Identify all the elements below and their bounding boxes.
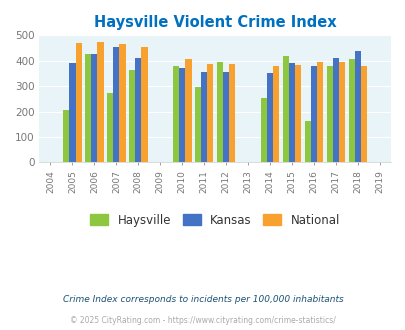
Bar	[354, 50, 360, 162]
Bar	[113, 47, 119, 162]
Bar	[119, 44, 125, 162]
Bar	[332, 58, 338, 162]
Bar	[129, 70, 135, 162]
Bar	[216, 62, 223, 162]
Bar	[294, 65, 301, 162]
Bar	[223, 73, 229, 162]
Title: Haysville Violent Crime Index: Haysville Violent Crime Index	[94, 15, 336, 30]
Bar	[85, 54, 91, 162]
Bar	[282, 56, 288, 162]
Bar	[107, 92, 113, 162]
Bar	[360, 66, 367, 162]
Bar	[141, 47, 147, 162]
Legend: Haysville, Kansas, National: Haysville, Kansas, National	[85, 209, 344, 231]
Bar	[273, 66, 279, 162]
Text: © 2025 CityRating.com - https://www.cityrating.com/crime-statistics/: © 2025 CityRating.com - https://www.city…	[70, 316, 335, 325]
Bar	[229, 64, 235, 162]
Bar	[316, 62, 322, 162]
Bar	[304, 121, 310, 162]
Text: Crime Index corresponds to incidents per 100,000 inhabitants: Crime Index corresponds to incidents per…	[62, 295, 343, 304]
Bar	[135, 58, 141, 162]
Bar	[63, 110, 69, 162]
Bar	[310, 66, 316, 162]
Bar	[97, 42, 103, 162]
Bar	[338, 62, 345, 162]
Bar	[326, 66, 332, 162]
Bar	[201, 73, 207, 162]
Bar	[207, 64, 213, 162]
Bar	[194, 87, 201, 162]
Bar	[75, 43, 81, 162]
Bar	[91, 54, 97, 162]
Bar	[260, 98, 266, 162]
Bar	[69, 63, 75, 162]
Bar	[185, 59, 191, 162]
Bar	[288, 63, 294, 162]
Bar	[173, 66, 179, 162]
Bar	[266, 74, 273, 162]
Bar	[179, 68, 185, 162]
Bar	[348, 59, 354, 162]
